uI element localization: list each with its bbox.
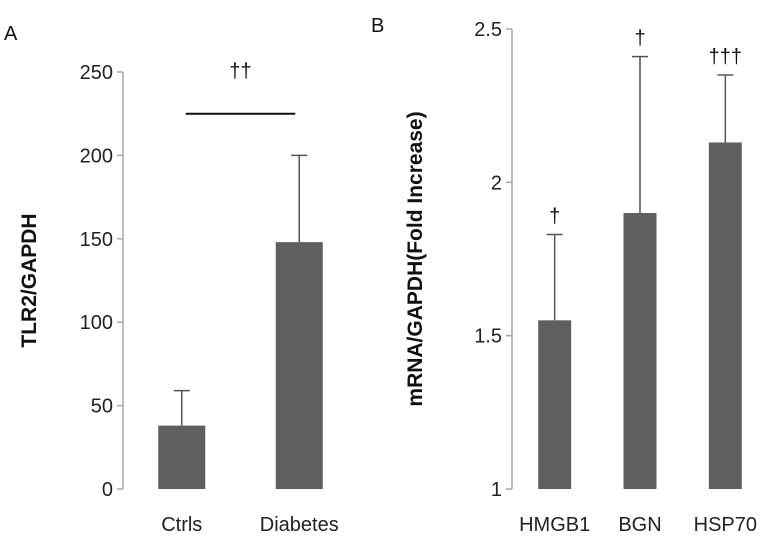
y-tick-label: 1 <box>491 479 502 501</box>
significance-label: †† <box>229 61 251 83</box>
panel-label-a: A <box>4 23 18 45</box>
y-tick-label: 1.5 <box>474 326 502 348</box>
y-tick-label: 2 <box>491 172 502 194</box>
chart-b-mrna: 1 1.5 2 2.5 mRNA/GAPDH(Fold Increase) HMGB1 † B… <box>404 19 757 536</box>
bar <box>708 142 742 489</box>
y-tick-label: 2.5 <box>474 19 502 41</box>
x-tick-label: Diabetes <box>260 514 339 536</box>
x-tick-label: HSP70 <box>694 514 757 536</box>
y-tick-label: 0 <box>102 479 113 501</box>
x-tick-label: BGN <box>618 514 661 536</box>
significance-label: † <box>634 28 645 50</box>
bar <box>158 425 206 489</box>
y-tick-label: 100 <box>80 312 113 334</box>
y-tick-label: 250 <box>80 62 113 84</box>
x-tick-label: Ctrls <box>161 514 202 536</box>
y-tick-label: 200 <box>80 145 113 167</box>
panel-label-b: B <box>371 15 384 37</box>
chart-a-tlr2: 0 50 100 150 200 250 TLR2/GAPDH Ctrls Diabetes †† <box>18 61 339 536</box>
significance-label: † <box>549 205 560 227</box>
bar <box>538 320 572 489</box>
x-tick-label: HMGB1 <box>519 514 590 536</box>
significance-label: ††† <box>709 46 742 68</box>
y-axis-label: mRNA/GAPDH(Fold Increase) <box>404 111 427 406</box>
y-tick-label: 150 <box>80 229 113 251</box>
y-tick-label: 50 <box>91 396 113 418</box>
bar <box>275 242 323 489</box>
y-axis-label: TLR2/GAPDH <box>18 213 41 347</box>
bar <box>623 213 657 489</box>
